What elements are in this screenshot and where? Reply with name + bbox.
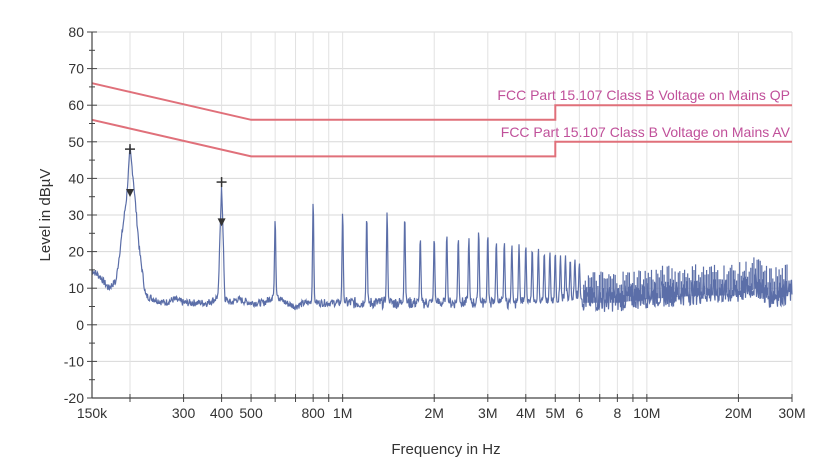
peak-plus-marker bbox=[216, 177, 227, 188]
y-tick-label: 40 bbox=[68, 170, 84, 186]
y-tick-label: 30 bbox=[68, 207, 84, 223]
x-tick-label: 5M bbox=[546, 405, 565, 421]
limit-line-label: FCC Part 15.107 Class B Voltage on Mains… bbox=[501, 124, 791, 140]
x-tick-label: 4M bbox=[516, 405, 535, 421]
x-tick-label: 300 bbox=[172, 405, 196, 421]
x-tick-label: 3M bbox=[478, 405, 497, 421]
y-tick-label: 60 bbox=[68, 97, 84, 113]
x-tick-label: 150k bbox=[77, 405, 108, 421]
limit-line bbox=[91, 82, 792, 121]
peak-triangle-marker bbox=[217, 218, 226, 227]
x-tick-label: 2M bbox=[424, 405, 443, 421]
y-tick-label: 0 bbox=[76, 317, 84, 333]
peak-plus-marker bbox=[125, 144, 136, 155]
limit-line-label: FCC Part 15.107 Class B Voltage on Mains… bbox=[497, 87, 790, 103]
x-tick-label: 6 bbox=[575, 405, 583, 421]
x-axis-label: Frequency in Hz bbox=[391, 441, 500, 458]
y-axis-label: Level in dBµV bbox=[37, 169, 54, 262]
x-tick-label: 400 bbox=[210, 405, 234, 421]
measurement-series bbox=[91, 146, 793, 312]
y-tick-label: 20 bbox=[68, 244, 84, 260]
y-tick-label: 80 bbox=[68, 24, 84, 40]
x-tick-label: 30M bbox=[778, 405, 805, 421]
y-tick-label: 50 bbox=[68, 134, 84, 150]
x-tick-label: 500 bbox=[239, 405, 263, 421]
labels: Frequency in Hz Level in dBµV bbox=[37, 169, 501, 458]
peak-markers bbox=[125, 144, 227, 227]
x-tick-label: 8 bbox=[613, 405, 621, 421]
x-tick-label: 1M bbox=[333, 405, 352, 421]
limit-line bbox=[91, 118, 792, 158]
x-tick-label: 20M bbox=[725, 405, 752, 421]
y-tick-label: 10 bbox=[68, 280, 84, 296]
y-tick-label: 70 bbox=[68, 61, 84, 77]
grid bbox=[92, 31, 793, 399]
peak-triangle-marker bbox=[126, 189, 135, 198]
limit-lines: FCC Part 15.107 Class B Voltage on Mains… bbox=[91, 82, 792, 158]
axes: -20 -10 0 10 20 30 40 50 60 70 80 150k 300 400 500 800 1… bbox=[64, 24, 806, 421]
x-tick-label: 10M bbox=[633, 405, 660, 421]
series-line bbox=[91, 146, 793, 312]
y-tick-label: -20 bbox=[64, 390, 84, 406]
x-tick-label: 800 bbox=[301, 405, 325, 421]
y-tick-label: -10 bbox=[64, 353, 84, 369]
